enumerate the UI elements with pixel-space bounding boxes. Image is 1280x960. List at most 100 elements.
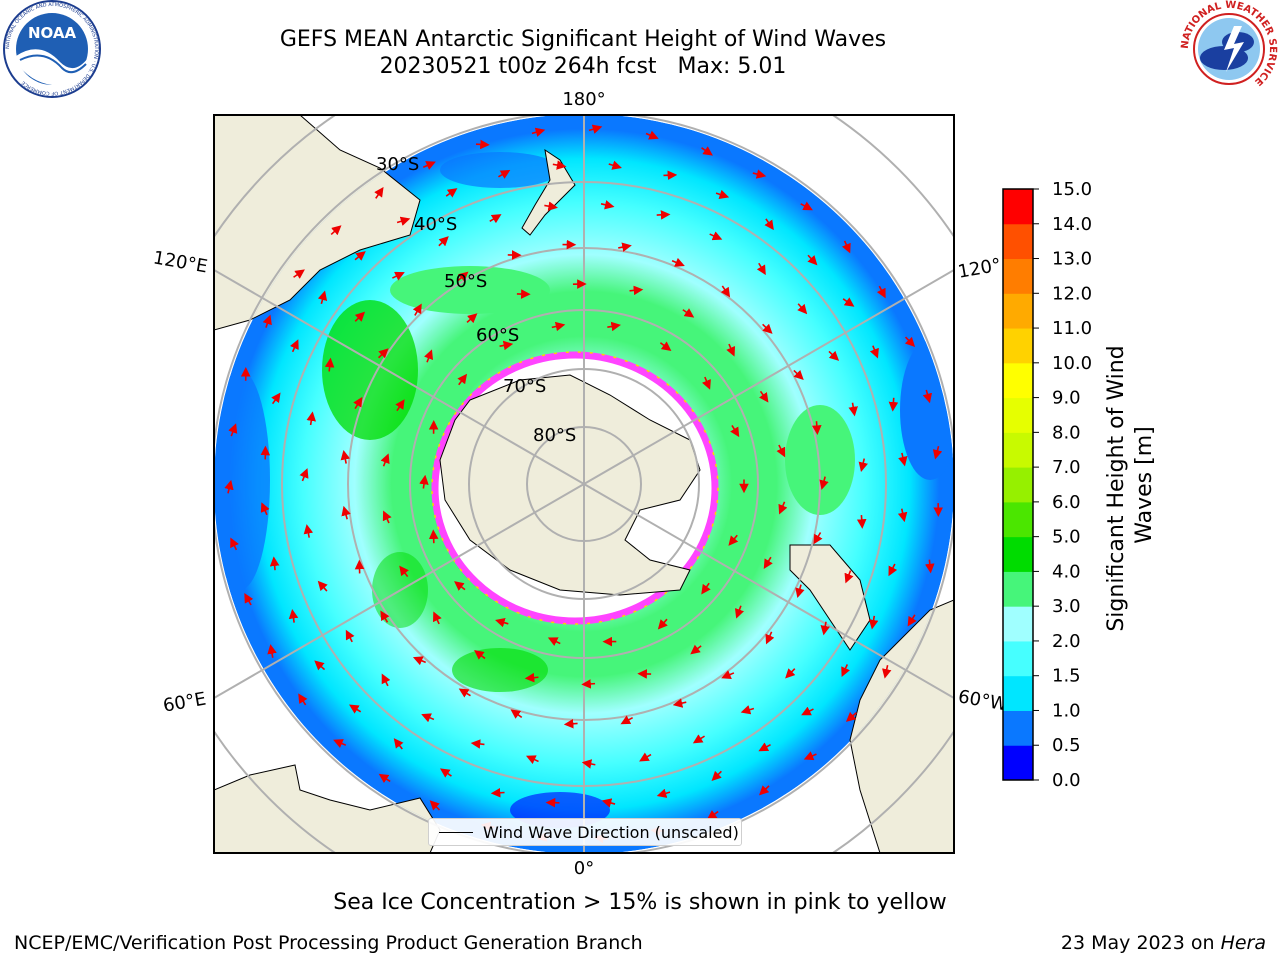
wave-arrow bbox=[588, 124, 603, 134]
wave-arrow bbox=[474, 650, 486, 660]
wave-arrow bbox=[395, 399, 405, 412]
wave-arrow bbox=[498, 169, 511, 179]
wave-arrow bbox=[267, 644, 277, 658]
wave-arrow bbox=[293, 269, 305, 279]
wave-arrow bbox=[639, 752, 652, 762]
wave-arrow bbox=[659, 341, 672, 352]
colorbar-segment bbox=[1003, 258, 1033, 294]
colorbar-segment bbox=[1003, 328, 1033, 364]
wave-arrow bbox=[551, 321, 566, 332]
wave-arrow bbox=[841, 240, 851, 254]
colorbar-frame bbox=[1002, 188, 1034, 781]
wave-arrow bbox=[341, 505, 351, 520]
sea-ice-note: Sea Ice Concentration > 15% is shown in … bbox=[333, 890, 947, 915]
colorbar-segment bbox=[1003, 362, 1033, 399]
wave-arrow bbox=[763, 556, 773, 570]
wave-arrow bbox=[762, 323, 773, 334]
wave-arrow bbox=[645, 130, 659, 140]
wave-arrow bbox=[907, 614, 917, 627]
wave-arrow bbox=[345, 629, 355, 643]
wave-arrow bbox=[728, 534, 739, 546]
wave-patch bbox=[390, 266, 550, 314]
wave-arrow bbox=[354, 251, 366, 261]
wave-arrow bbox=[758, 785, 770, 796]
wave-arrow bbox=[454, 581, 466, 591]
wave-arrow bbox=[495, 618, 509, 628]
wave-arrow bbox=[422, 161, 436, 170]
nws-logo: NATIONAL WEATHER SERVICE bbox=[1180, 0, 1278, 96]
wave-arrow bbox=[607, 321, 621, 332]
wave-arrow bbox=[715, 189, 730, 199]
wave-arrow bbox=[457, 373, 468, 386]
map-legend: Wind Wave Direction (unscaled) bbox=[428, 818, 742, 846]
wave-arrow bbox=[795, 584, 805, 598]
wave-arrow bbox=[299, 468, 309, 482]
lat-label-40s: 40°S bbox=[414, 214, 457, 235]
colorbar-tick-label: 5.0 bbox=[1052, 527, 1081, 548]
wave-arrow bbox=[820, 621, 830, 636]
wave-arrow bbox=[439, 768, 452, 778]
chart-title: GEFS MEAN Antarctic Significant Height o… bbox=[279, 27, 887, 52]
wave-arrow bbox=[709, 231, 723, 241]
chart-subtitle: 20230521 t00z 264h fcst Max: 5.01 bbox=[180, 54, 986, 80]
lon-label-0: 0° bbox=[574, 858, 594, 879]
wave-arrow bbox=[393, 738, 404, 750]
colorbar-segment bbox=[1003, 745, 1033, 781]
legend-text: Wind Wave Direction (unscaled) bbox=[483, 822, 739, 842]
wave-arrow bbox=[547, 637, 561, 647]
wave-arrow bbox=[692, 734, 705, 744]
colorbar-tick-label: 10.0 bbox=[1052, 353, 1092, 374]
colorbar-segment bbox=[1003, 606, 1033, 642]
colorbar-tick-label: 8.0 bbox=[1052, 422, 1081, 443]
wave-arrow bbox=[797, 303, 808, 315]
colorbar-tick-label: 1.5 bbox=[1052, 666, 1081, 687]
wave-arrow bbox=[399, 565, 409, 578]
wave-arrow bbox=[552, 160, 567, 170]
wave-arrow bbox=[392, 271, 405, 281]
forecast-time: 20230521 t00z 264h fcst bbox=[379, 54, 657, 79]
wave-arrow bbox=[324, 357, 335, 372]
wave-arrow bbox=[424, 349, 434, 363]
wave-arrow bbox=[608, 160, 622, 170]
wave-arrow bbox=[803, 751, 817, 761]
wave-arrow bbox=[793, 369, 804, 381]
wave-arrow bbox=[458, 688, 471, 698]
colorbar-segment bbox=[1003, 189, 1033, 225]
wave-arrow bbox=[303, 524, 314, 538]
wave-arrow bbox=[720, 285, 731, 298]
wave-patch bbox=[785, 405, 855, 515]
wave-arrow bbox=[271, 392, 281, 405]
date-text: 23 May 2023 on Hera bbox=[1060, 932, 1266, 954]
wave-arrow bbox=[510, 709, 523, 719]
wave-patch bbox=[214, 370, 270, 590]
wave-arrow bbox=[801, 706, 814, 716]
wave-arrow bbox=[925, 559, 935, 574]
wave-arrow bbox=[778, 501, 788, 515]
wave-arrow bbox=[380, 453, 390, 467]
wave-arrow bbox=[381, 673, 391, 687]
credit-text: NCEP/EMC/Verification Post Processing Pr… bbox=[14, 932, 643, 954]
wave-arrow bbox=[932, 445, 943, 460]
colorbar-tick-label: 9.0 bbox=[1052, 388, 1081, 409]
lon-label-60e: 60°E bbox=[161, 688, 207, 716]
wave-arrow bbox=[701, 146, 713, 156]
wave-arrow bbox=[489, 214, 502, 224]
wave-arrow bbox=[429, 800, 441, 811]
colorbar-segment bbox=[1003, 571, 1033, 607]
wave-arrow bbox=[378, 773, 391, 784]
lat-label-60s: 60°S bbox=[476, 325, 519, 346]
wave-arrow bbox=[298, 693, 308, 706]
svg-text:NOAA: NOAA bbox=[28, 24, 77, 42]
wave-arrow bbox=[726, 343, 736, 357]
colorbar: 0.0 0.5 1.0 1.5 2.0 3.0 4.0 5.0 6.0 7.0 8.0 9.0 10.0… bbox=[1002, 179, 1092, 791]
wave-arrow bbox=[752, 169, 767, 179]
colorbar-segment bbox=[1003, 640, 1033, 677]
colorbar-segment bbox=[1003, 223, 1033, 260]
wave-arrow bbox=[657, 618, 668, 630]
wave-arrow bbox=[759, 390, 769, 403]
wave-arrow bbox=[421, 713, 435, 723]
wave-arrow bbox=[882, 664, 892, 679]
wave-arrow bbox=[618, 242, 632, 252]
wave-arrow bbox=[600, 200, 615, 210]
colorbar-tick-label: 12.0 bbox=[1052, 283, 1092, 304]
